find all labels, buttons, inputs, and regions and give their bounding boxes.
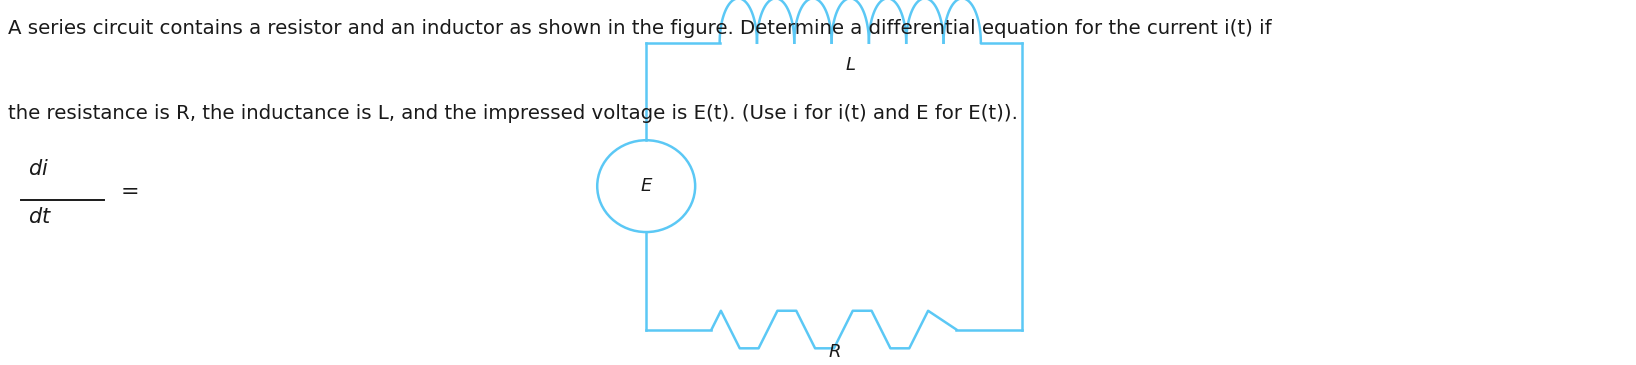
Text: $E$: $E$ [640, 177, 653, 195]
Text: A series circuit contains a resistor and an inductor as shown in the figure. Det: A series circuit contains a resistor and… [8, 19, 1271, 38]
Text: $di$: $di$ [28, 159, 49, 179]
Text: the resistance is R, the inductance is L, and the impressed voltage is E(t). (Us: the resistance is R, the inductance is L… [8, 104, 1018, 123]
Text: $=$: $=$ [116, 180, 139, 200]
Text: $dt$: $dt$ [28, 207, 52, 227]
Text: $R$: $R$ [828, 343, 841, 361]
Text: $L$: $L$ [844, 57, 856, 74]
